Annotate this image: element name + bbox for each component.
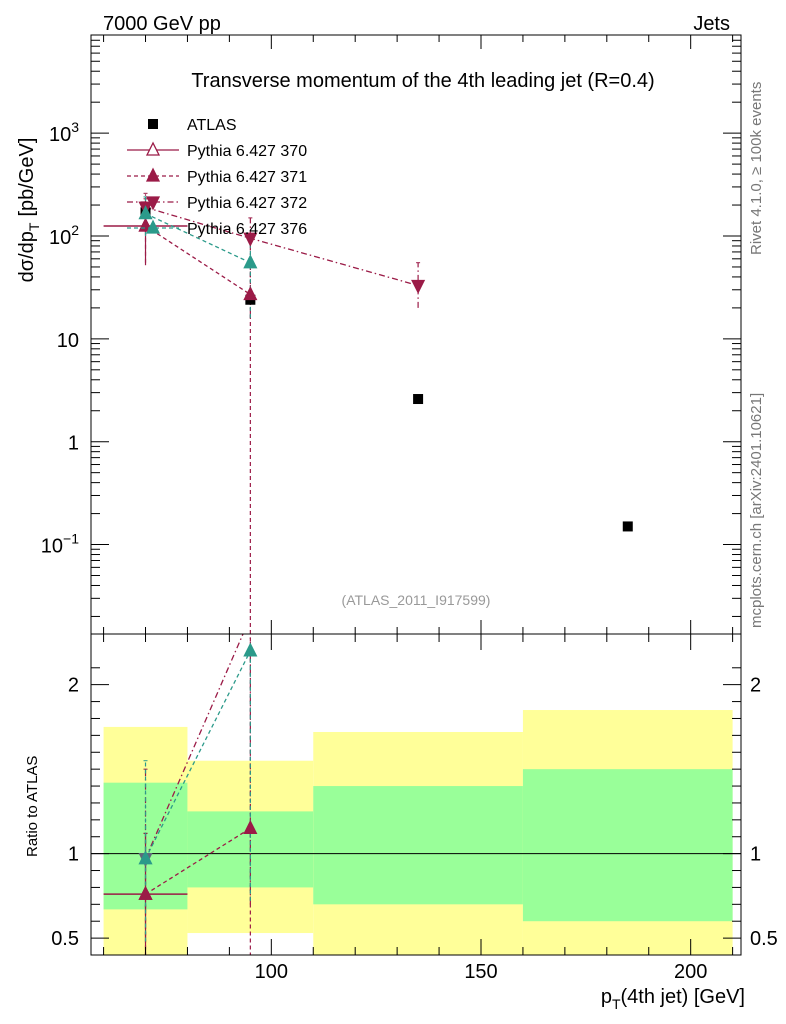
legend-label: Pythia 6.427 372 [187, 195, 307, 212]
ratio-panel: 2 2 1 1 0.5 0.5 100 150 200 Ratio to ATLAS pT(4t… [24, 633, 778, 1012]
legend: ATLAS Pythia 6.427 370 Pythia 6.427 371 Pyt… [127, 117, 307, 238]
legend-label: Pythia 6.427 376 [187, 221, 307, 238]
legend-label: Pythia 6.427 371 [187, 169, 307, 186]
x-label-main: p [601, 986, 612, 1008]
main-series-4 [143, 196, 253, 318]
header-energy-label: 7000 GeV pp [103, 13, 221, 35]
legend-marker [148, 119, 158, 129]
data-point-mc [243, 286, 258, 301]
ratio-y-tick-label-right: 1 [750, 844, 761, 866]
main-y-axis-label: dσ/dpT [pb/GeV] [16, 138, 42, 283]
data-point-atlas [622, 521, 633, 532]
data-point-mc [411, 279, 426, 294]
y-label-main: dσ/dp [16, 231, 38, 282]
x-label-rest: (4th jet) [GeV] [621, 986, 746, 1008]
legend-label: Pythia 6.427 370 [187, 143, 307, 160]
y-label-sub: T [26, 222, 42, 231]
legend-item: ATLAS [148, 117, 237, 134]
legend-item: Pythia 6.427 372 [127, 195, 307, 212]
legend-marker [145, 196, 161, 211]
ratio-band-inner [313, 786, 523, 905]
ratio-point [243, 819, 258, 834]
legend-item: Pythia 6.427 371 [127, 167, 307, 186]
ratio-x-tick-label: 100 [255, 961, 288, 983]
legend-marker [145, 167, 161, 182]
y-label-unit: [pb/GeV] [16, 138, 38, 217]
ratio-x-tick-label: 150 [464, 961, 497, 983]
main-y-tick-label: 1 [68, 433, 79, 455]
data-point-atlas [413, 394, 424, 405]
ratio-y-tick-label-right: 2 [750, 675, 761, 697]
ratio-y-tick-label-right: 0.5 [750, 928, 778, 950]
data-point-mc [243, 232, 258, 247]
main-title: Transverse momentum of the 4th leading j… [191, 70, 654, 92]
main-series-2 [143, 198, 253, 634]
x-axis-label: pT(4th jet) [GeV] [601, 986, 745, 1012]
legend-marker [145, 141, 161, 156]
data-point-mc [138, 205, 153, 220]
watermark-analysis-id: (ATLAS_2011_I917599) [342, 592, 491, 608]
ratio-y-tick-label: 0.5 [51, 928, 79, 950]
header-process-label: Jets [693, 13, 730, 35]
data-point-mc [243, 254, 258, 269]
main-series-line [145, 206, 419, 287]
legend-marker [145, 219, 161, 234]
x-label-sub: T [612, 996, 621, 1012]
legend-item: Pythia 6.427 376 [127, 219, 307, 238]
main-y-tick-label: 10 [57, 330, 79, 352]
ratio-y-axis-label: Ratio to ATLAS [24, 756, 41, 857]
main-series-line [145, 213, 251, 264]
svg-text:dσ/dpT[pb/GeV]: dσ/dpT [pb/GeV] [16, 138, 42, 283]
ratio-band-inner [522, 769, 733, 922]
side-rivet-label: Rivet 4.1.0, ≥ 100k events [748, 82, 765, 255]
ratio-point [138, 850, 153, 865]
side-mcplots-label: mcplots.cern.ch [arXiv:2401.10621] [748, 393, 765, 628]
ratio-y-tick-label: 1 [68, 844, 79, 866]
legend-item: Pythia 6.427 370 [127, 141, 307, 160]
ratio-x-tick-label: 200 [674, 961, 707, 983]
ratio-series-line [144, 650, 251, 859]
main-y-tick-label: 10−1 [41, 531, 79, 558]
main-y-tick-label: 102 [49, 222, 79, 249]
main-y-tick-label: 103 [49, 119, 79, 146]
legend-label: ATLAS [187, 117, 237, 134]
ratio-series-line [144, 634, 244, 859]
ratio-point [138, 885, 153, 900]
ratio-y-tick-label: 2 [68, 675, 79, 697]
ratio-panel-frame [90, 633, 742, 956]
ratio-point [243, 642, 258, 657]
